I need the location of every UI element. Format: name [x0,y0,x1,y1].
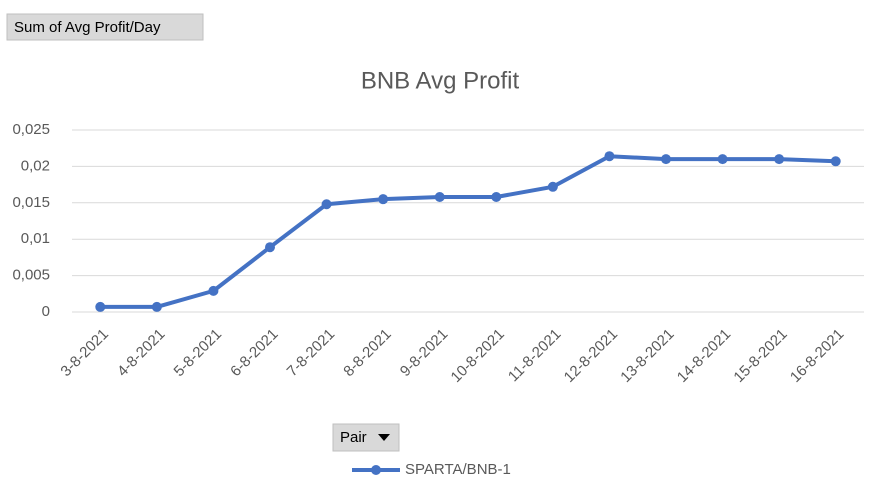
y-tick-label: 0,025 [12,121,50,138]
y-tick-label: 0 [42,303,50,320]
point [830,156,841,167]
point [151,301,162,312]
point [378,194,389,205]
y-tick-label: 0,02 [21,157,50,174]
value-field-button[interactable] [6,13,204,41]
point [661,154,671,165]
point [208,285,219,296]
chart-title: BNB Avg Profit [361,67,520,94]
point [774,154,785,165]
point [717,154,728,165]
y-tick-label: 0,01 [21,230,50,247]
point [434,191,445,202]
point [491,191,502,202]
y-tick-label: 0,005 [12,267,50,284]
point [265,242,275,253]
legend-field-button[interactable] [332,423,400,452]
legend-field-label[interactable]: Pair [340,429,367,446]
point [547,181,558,192]
point [321,199,332,210]
series-line [100,154,836,309]
y-tick-label: 0,015 [12,194,50,211]
point [604,151,615,162]
dropdown-arrow[interactable] [378,434,390,441]
legend-marker [371,465,381,475]
value-field-label[interactable]: Sum of Avg Profit/Day [14,19,161,36]
point [95,301,106,312]
legend-label: SPARTA/BNB-1 [405,461,511,478]
